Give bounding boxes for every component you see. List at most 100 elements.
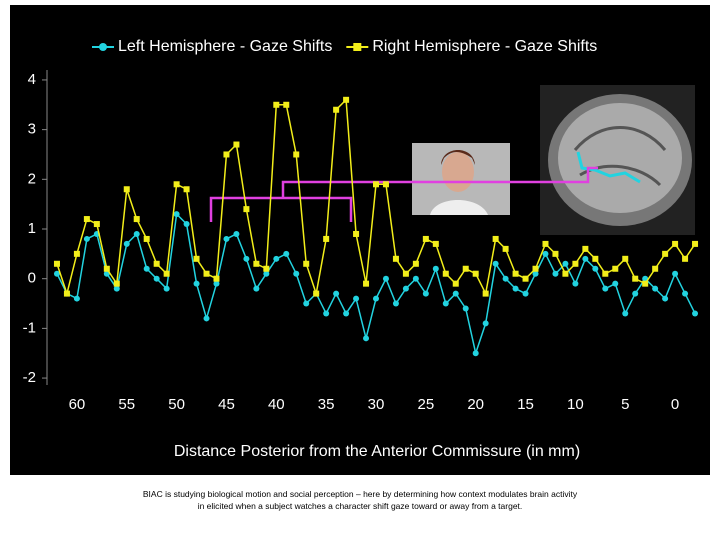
marker	[333, 290, 340, 297]
marker	[133, 216, 140, 223]
marker	[183, 221, 190, 228]
x-tick-label: 25	[418, 396, 435, 413]
marker	[642, 280, 649, 287]
marker	[432, 240, 439, 247]
marker	[482, 320, 489, 327]
marker	[323, 310, 330, 317]
marker	[223, 235, 230, 242]
x-tick-label: 35	[318, 396, 335, 413]
marker	[173, 181, 180, 188]
marker	[293, 270, 300, 277]
marker	[542, 240, 549, 247]
marker	[462, 265, 469, 272]
marker	[263, 270, 270, 277]
x-axis-title: Distance Posterior from the Anterior Com…	[174, 443, 580, 460]
marker	[273, 255, 280, 262]
marker	[562, 270, 569, 277]
marker	[522, 290, 529, 297]
marker	[193, 255, 200, 262]
marker	[213, 280, 220, 287]
legend: Left Hemisphere - Gaze Shifts Right Hemis…	[92, 38, 597, 55]
marker	[652, 265, 659, 272]
marker	[422, 235, 429, 242]
marker	[402, 285, 409, 292]
marker	[632, 290, 639, 297]
marker	[303, 300, 310, 307]
x-tick-label: 60	[69, 396, 86, 413]
marker	[73, 250, 80, 257]
marker	[343, 96, 350, 103]
marker	[363, 335, 370, 342]
x-tick-label: 5	[621, 396, 629, 413]
marker	[592, 265, 599, 272]
marker	[662, 295, 669, 302]
marker	[313, 290, 320, 297]
marker	[512, 285, 519, 292]
marker	[233, 230, 240, 237]
marker	[382, 181, 389, 188]
marker	[582, 245, 589, 252]
marker	[422, 290, 429, 297]
x-tick-label: 30	[368, 396, 385, 413]
marker	[253, 260, 260, 267]
marker	[223, 151, 230, 158]
marker	[243, 206, 250, 213]
marker	[682, 255, 689, 262]
y-tick-label: 3	[28, 121, 36, 138]
marker	[293, 151, 300, 158]
marker	[612, 265, 619, 272]
marker	[572, 260, 579, 267]
marker	[233, 141, 240, 148]
marker	[243, 255, 250, 262]
marker	[502, 245, 509, 252]
marker	[402, 270, 409, 277]
x-tick-label: 15	[517, 396, 534, 413]
x-tick-label: 10	[567, 396, 584, 413]
marker	[133, 230, 140, 237]
marker	[113, 280, 120, 287]
marker	[452, 280, 459, 287]
marker	[442, 300, 449, 307]
marker	[283, 250, 290, 257]
marker	[452, 290, 459, 297]
marker	[412, 275, 419, 282]
marker	[532, 270, 539, 277]
marker	[552, 270, 559, 277]
marker	[323, 235, 330, 242]
x-tick-label: 45	[218, 396, 235, 413]
legend-marker	[99, 43, 107, 51]
marker	[392, 255, 399, 262]
marker	[442, 270, 449, 277]
marker	[373, 181, 379, 188]
marker	[482, 290, 489, 297]
marker	[163, 285, 170, 292]
marker	[123, 240, 130, 247]
marker	[592, 255, 599, 262]
marker	[412, 260, 419, 267]
marker	[492, 235, 499, 242]
marker	[283, 101, 290, 108]
legend-label: Right Hemisphere - Gaze Shifts	[372, 38, 597, 55]
legend-marker	[353, 43, 362, 51]
marker	[143, 265, 150, 272]
y-tick-label: 2	[28, 170, 36, 187]
marker	[353, 295, 360, 302]
marker	[462, 305, 469, 312]
marker	[672, 240, 679, 247]
y-tick-label: 0	[28, 270, 36, 287]
marker	[622, 310, 629, 317]
marker	[602, 270, 609, 277]
marker	[472, 350, 479, 357]
marker	[83, 216, 90, 223]
marker	[682, 290, 689, 297]
marker	[562, 260, 569, 267]
marker	[73, 295, 80, 302]
marker	[382, 275, 389, 282]
brain-image	[540, 85, 695, 235]
y-tick-label: -2	[23, 369, 36, 386]
marker	[353, 230, 360, 237]
marker	[632, 275, 639, 282]
marker	[273, 101, 280, 108]
marker	[532, 265, 539, 272]
